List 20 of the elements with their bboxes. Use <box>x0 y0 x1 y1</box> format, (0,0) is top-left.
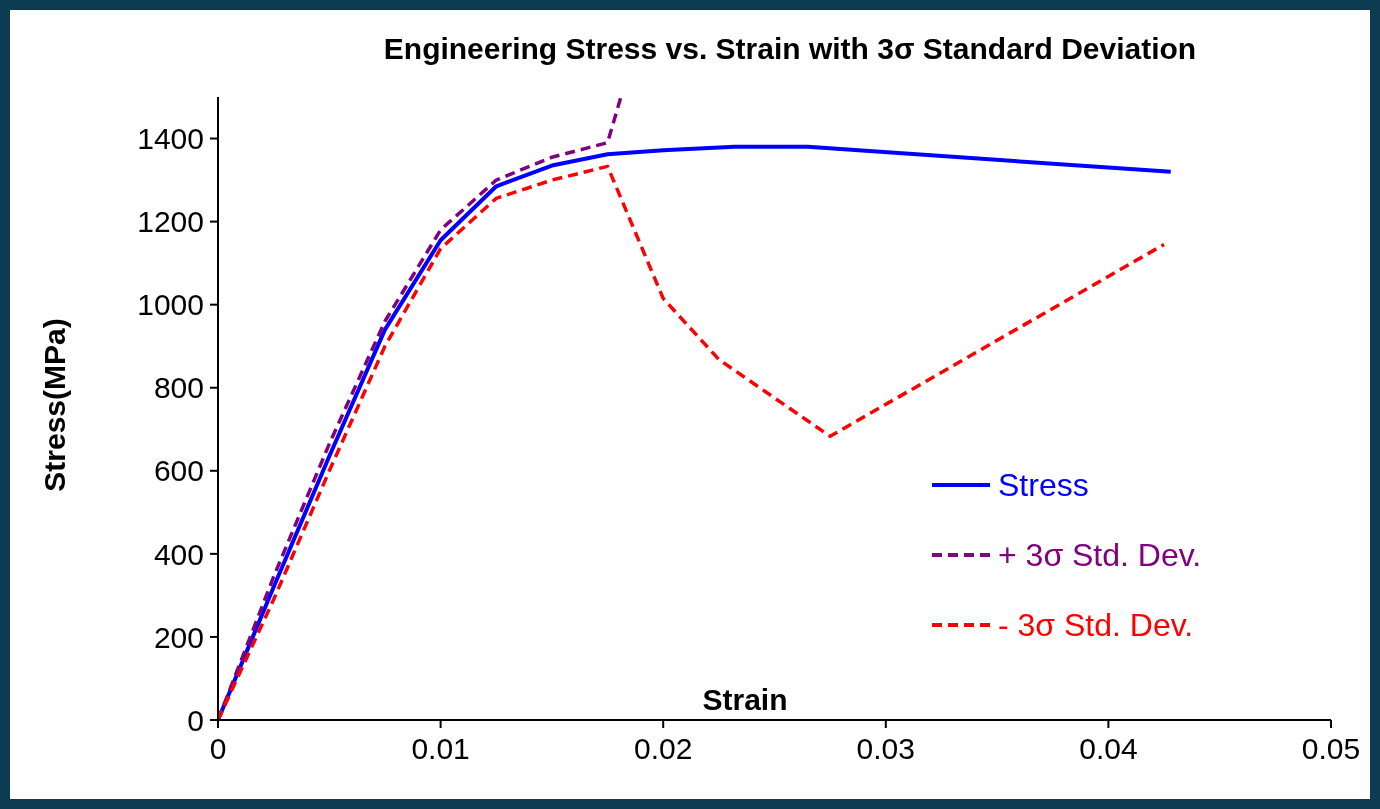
y-tick-label: 1400 <box>137 122 204 156</box>
y-tick-label: 1200 <box>137 205 204 239</box>
x-tick-label: 0.02 <box>634 732 693 766</box>
legend-label: - 3σ Std. Dev. <box>998 606 1194 644</box>
y-tick-label: 800 <box>153 371 204 405</box>
y-tick-label: 600 <box>153 454 204 488</box>
x-tick-label: 0.01 <box>411 732 470 766</box>
x-tick-label: 0 <box>209 732 227 766</box>
x-tick-label: 0.04 <box>1079 732 1138 766</box>
y-axis-title: Stress(MPa) <box>38 318 72 492</box>
chart-title: Engineering Stress vs. Strain with 3σ Standard Deviation <box>382 31 1198 67</box>
legend-label: + 3σ Std. Dev. <box>998 536 1202 574</box>
y-tick-label: 1000 <box>137 288 204 322</box>
y-tick-label: 0 <box>187 703 204 737</box>
x-tick-label: 0.05 <box>1301 732 1361 766</box>
legend-label: Stress <box>998 466 1089 504</box>
y-tick-label: 400 <box>153 537 204 571</box>
x-tick-label: 0.03 <box>856 732 915 766</box>
y-tick-label: 200 <box>153 620 204 654</box>
x-axis-title: Strain <box>702 683 788 717</box>
